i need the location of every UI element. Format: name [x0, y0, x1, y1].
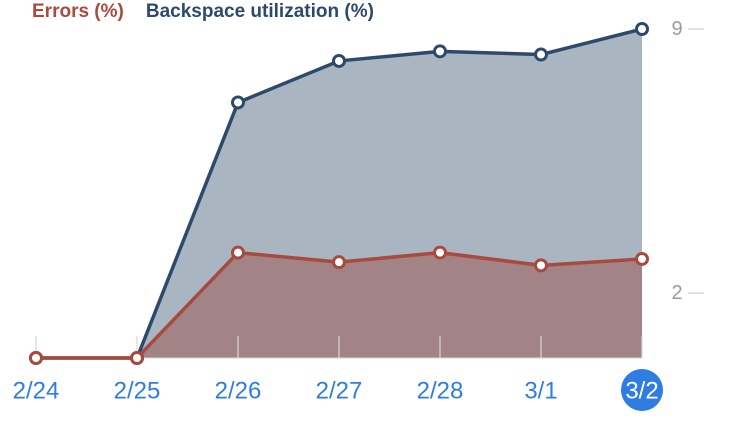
- legend-item-backspace-utilization[interactable]: Backspace utilization (%): [145, 1, 374, 22]
- point-errors-3[interactable]: [332, 255, 346, 270]
- x-tick-label-6[interactable]: 3/2: [625, 378, 658, 405]
- point-backspace-utilization-3[interactable]: [332, 53, 346, 68]
- point-errors-5[interactable]: [534, 258, 548, 273]
- x-tick-label-1[interactable]: 2/25: [114, 378, 161, 405]
- x-tick-label-2[interactable]: 2/26: [215, 378, 262, 405]
- series-areas: [36, 29, 642, 358]
- point-errors-4[interactable]: [433, 245, 447, 260]
- x-tick-label-4[interactable]: 2/28: [417, 378, 464, 405]
- point-errors-1[interactable]: [130, 351, 144, 365]
- area-errors: [36, 252, 642, 358]
- y-axis: 29: [671, 18, 704, 304]
- point-backspace-utilization-5[interactable]: [534, 47, 548, 62]
- point-backspace-utilization-2[interactable]: [231, 95, 245, 110]
- point-errors-0[interactable]: [29, 351, 43, 365]
- point-errors-2[interactable]: [231, 245, 245, 260]
- point-backspace-utilization-6[interactable]: [635, 22, 649, 36]
- x-tick-label-3[interactable]: 2/27: [316, 378, 363, 405]
- x-tick-label-5[interactable]: 3/1: [524, 378, 557, 405]
- chart-legend: Errors (%) Backspace utilization (%): [32, 0, 374, 24]
- y-tick-label-1: 9: [671, 18, 682, 40]
- selected-date-badge[interactable]: [621, 369, 663, 411]
- x-tick-label-0[interactable]: 2/24: [13, 378, 60, 405]
- y-tick-label-0: 2: [671, 282, 682, 304]
- series-points: [29, 22, 649, 365]
- point-backspace-utilization-4[interactable]: [433, 44, 447, 59]
- x-axis-labels: 2/24 2/25 2/26 2/27 2/28 3/1 3/2: [13, 369, 663, 411]
- legend-item-errors[interactable]: Errors (%): [32, 1, 124, 22]
- point-errors-6[interactable]: [635, 251, 649, 266]
